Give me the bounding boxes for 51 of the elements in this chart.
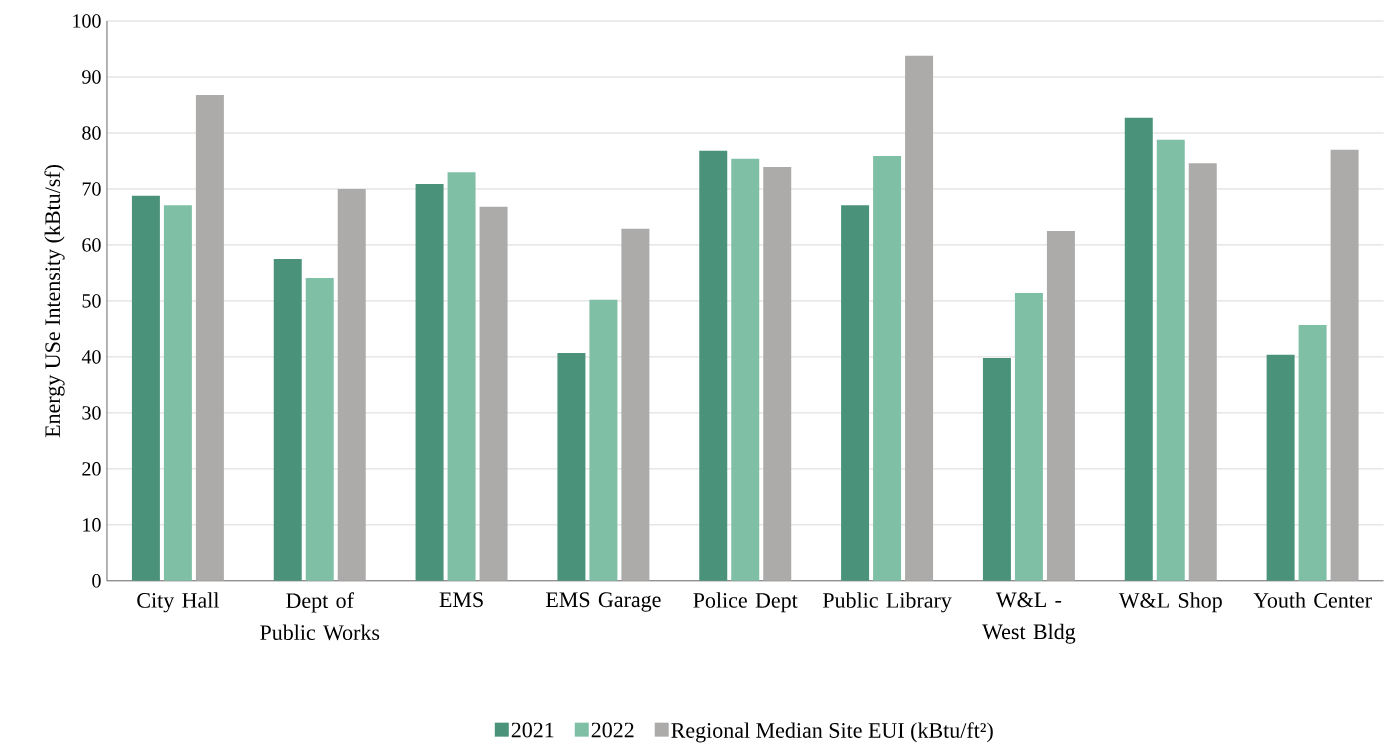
bar	[305, 278, 334, 581]
bar	[273, 259, 302, 581]
bar	[731, 158, 760, 581]
bar	[1124, 117, 1153, 581]
x-tick-label: City Hall	[137, 592, 219, 613]
bar	[557, 353, 586, 581]
bar	[337, 189, 366, 581]
bar	[841, 205, 870, 581]
y-tick-label: 40	[81, 350, 101, 364]
bar	[699, 150, 728, 581]
bar	[982, 358, 1011, 581]
x-tick-label: Youth Center	[1253, 592, 1372, 608]
x-tick-label: Dept of Public Works	[260, 592, 380, 641]
bar	[415, 184, 444, 581]
y-tick-label: 80	[82, 126, 101, 140]
bar	[1266, 354, 1295, 581]
bar	[1014, 293, 1043, 581]
legend-label: 2022	[591, 722, 634, 738]
bar	[163, 205, 192, 581]
bar	[195, 95, 224, 581]
bar	[447, 172, 476, 581]
bar	[1046, 231, 1075, 581]
y-tick-label: 50	[82, 294, 101, 308]
x-tick-label: EMS	[439, 592, 483, 608]
bar	[1298, 325, 1327, 581]
y-tick-label: 90	[82, 70, 101, 84]
bar	[589, 299, 618, 581]
bar	[621, 228, 650, 581]
bar	[1188, 163, 1217, 581]
bar	[873, 156, 902, 581]
bar	[131, 195, 160, 581]
y-tick-label: 10	[83, 518, 101, 532]
y-tick-label: 100	[73, 14, 101, 28]
y-tick-label: 20	[82, 462, 101, 476]
bar	[905, 55, 934, 581]
bar	[1156, 139, 1185, 581]
y-tick-label: 70	[82, 182, 101, 196]
y-tick-label: 0	[92, 574, 101, 588]
y-axis-title: Energy USe Intensity (kBtu/sf)	[44, 165, 65, 438]
y-tick-label: 60	[82, 238, 101, 252]
legend-label: Regional Median Site EUI (kBtu/ft²)	[671, 722, 993, 743]
bar	[763, 167, 792, 581]
x-tick-label: EMS Garage	[546, 592, 661, 612]
bar	[1330, 149, 1359, 581]
x-tick-label: W&L Shop	[1118, 592, 1222, 613]
x-tick-label: Police Dept	[693, 592, 798, 613]
x-tick-label: Public Library	[822, 592, 952, 613]
legend-label: 2021	[511, 722, 554, 738]
x-tick-label: W&L - West Bldg	[982, 592, 1076, 644]
bar	[479, 206, 508, 581]
y-tick-label: 30	[82, 406, 101, 420]
